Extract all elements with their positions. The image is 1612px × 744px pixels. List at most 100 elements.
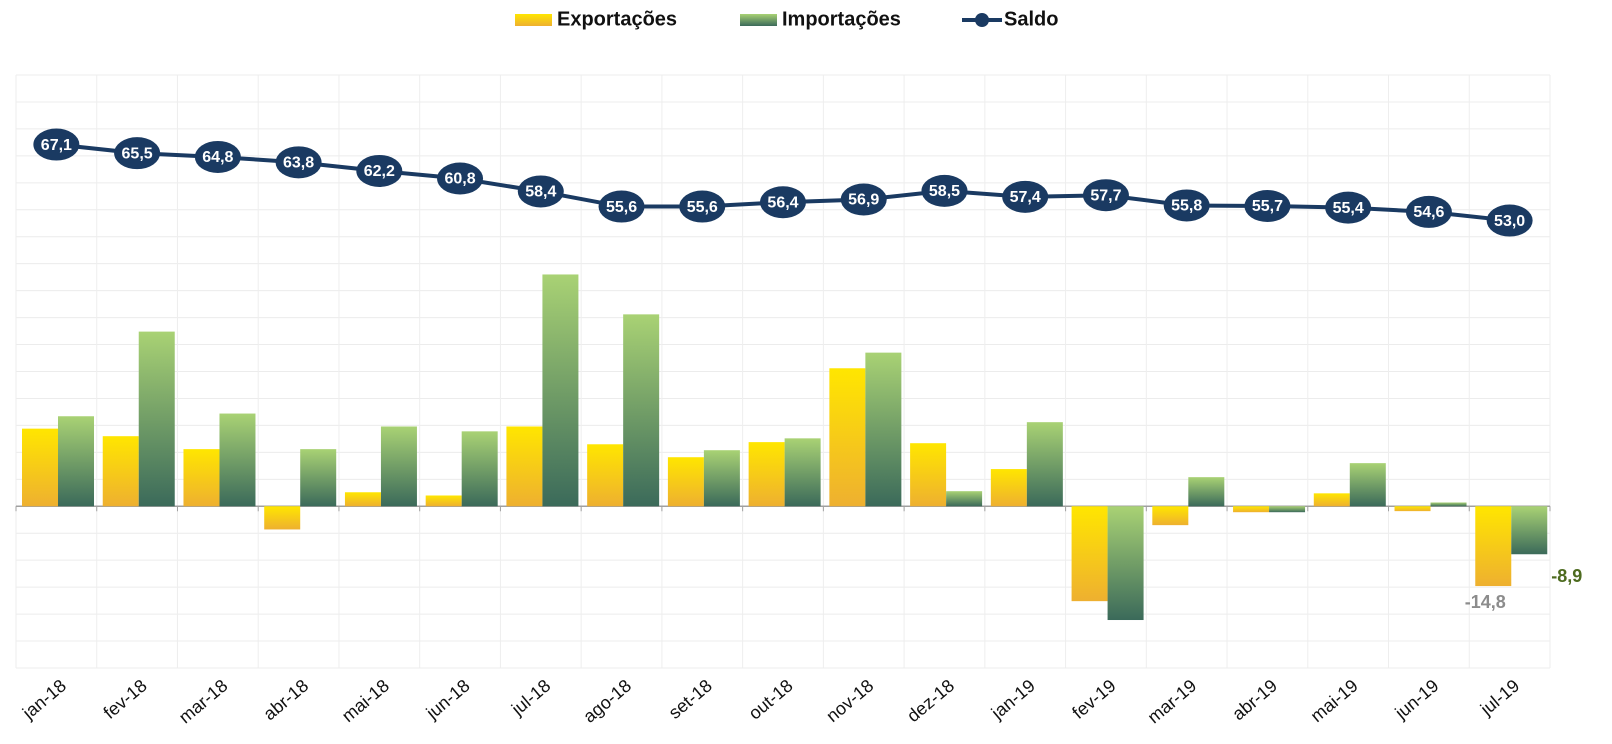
bar: [380, 426, 417, 507]
bar: [542, 274, 579, 507]
bar: [461, 431, 498, 507]
data-label: 55,8: [1171, 198, 1202, 215]
x-tick-label: mai-19: [1307, 675, 1362, 726]
bar: [1430, 502, 1467, 507]
bar: [829, 368, 866, 507]
bar: [219, 413, 256, 507]
data-label: 55,6: [606, 199, 637, 216]
x-tick-label: jul-18: [507, 675, 554, 719]
bar: [183, 449, 220, 507]
bar: [1511, 506, 1548, 555]
line-marker: [1405, 195, 1452, 228]
data-label: 58,5: [929, 183, 960, 200]
line-marker: [437, 162, 484, 195]
bar: [990, 469, 1027, 507]
bar: [1071, 506, 1108, 602]
bar: [138, 331, 175, 507]
data-label: 64,8: [202, 149, 233, 166]
x-tick-label: set-18: [665, 675, 716, 722]
line-marker: [1486, 204, 1533, 237]
line-marker: [679, 190, 726, 223]
x-tick-label: dez-18: [903, 675, 958, 726]
x-tick-label: fev-18: [100, 675, 151, 722]
line-marker: [33, 128, 80, 161]
data-label: 63,8: [283, 155, 314, 172]
data-label: -8,9: [1551, 566, 1582, 586]
data-label: 65,5: [122, 145, 153, 162]
x-tick-label: ago-18: [579, 675, 635, 726]
data-label: 55,7: [1252, 198, 1283, 215]
x-tick-label: mar-18: [175, 675, 232, 727]
bar: [748, 442, 785, 507]
data-label: 56,4: [767, 194, 798, 211]
data-label: 53,0: [1494, 213, 1525, 230]
bar: [264, 506, 301, 530]
bar: [58, 416, 94, 507]
line-marker: [1325, 191, 1372, 224]
line-marker: [598, 190, 645, 223]
x-tick-label: fev-19: [1068, 675, 1119, 722]
bar: [667, 457, 704, 507]
data-label: 60,8: [444, 171, 475, 188]
bar: [1188, 477, 1225, 507]
x-tick-label: jan-18: [18, 675, 70, 723]
legend-swatch: [515, 14, 552, 26]
line-marker: [517, 175, 564, 208]
line-marker: [760, 186, 806, 219]
bar: [1152, 506, 1189, 526]
data-label: 58,4: [525, 184, 556, 201]
bar: [623, 314, 660, 507]
legend-label: Exportações: [557, 8, 677, 30]
bar: [506, 426, 543, 507]
line-marker: [1082, 179, 1129, 212]
data-label: -14,8: [1465, 592, 1506, 612]
line-marker: [356, 154, 403, 187]
bar: [587, 444, 624, 507]
bar: [946, 491, 983, 507]
bar: [1349, 463, 1386, 507]
line-marker: [275, 146, 322, 179]
bar: [102, 436, 139, 507]
bar: [703, 450, 740, 507]
data-label: 55,6: [687, 199, 718, 216]
bar: [1394, 506, 1431, 512]
bar: [344, 492, 381, 507]
bar: [865, 352, 902, 507]
x-tick-label: out-18: [745, 675, 797, 723]
bar: [784, 438, 821, 507]
line-marker: [1002, 180, 1049, 213]
bar: [425, 495, 462, 507]
legend-swatch: [975, 13, 989, 27]
x-tick-label: jan-19: [987, 675, 1039, 723]
data-label: 57,4: [1010, 189, 1041, 206]
data-label: 56,9: [848, 192, 879, 209]
line-marker: [1244, 189, 1291, 222]
data-label: 67,1: [41, 137, 72, 154]
data-label: 55,4: [1333, 200, 1364, 217]
bar: [1475, 506, 1512, 587]
data-label: 62,2: [364, 163, 395, 180]
bar: [300, 449, 337, 507]
x-tick-label: jul-19: [1476, 675, 1523, 719]
data-label: 57,7: [1090, 187, 1121, 204]
line-marker: [194, 140, 241, 173]
x-tick-label: abr-19: [1228, 675, 1281, 724]
legend-label: Saldo: [1004, 8, 1058, 30]
line-marker: [921, 174, 968, 207]
bar: [22, 428, 58, 507]
x-tick-label: abr-18: [259, 675, 312, 724]
data-label: 54,6: [1413, 204, 1444, 221]
x-tick-label: jun-19: [1391, 675, 1443, 723]
x-tick-label: nov-18: [822, 675, 877, 726]
line-marker: [840, 183, 887, 216]
x-tick-label: jun-18: [422, 675, 474, 723]
line-marker: [114, 137, 161, 170]
bar: [1233, 506, 1270, 513]
line-marker: [1163, 189, 1210, 222]
bar: [910, 443, 947, 507]
bar: [1269, 506, 1306, 513]
bar: [1026, 422, 1063, 507]
x-tick-label: mar-19: [1144, 675, 1201, 727]
bar: [1107, 506, 1144, 621]
